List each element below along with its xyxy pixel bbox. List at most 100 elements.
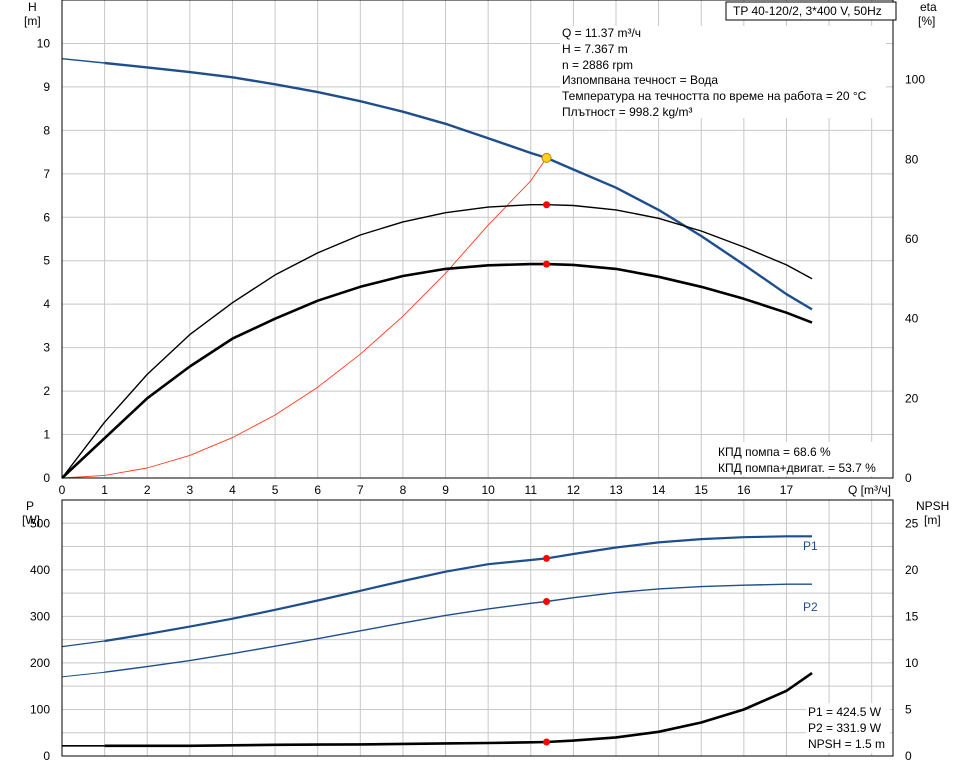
y-right-tick-label: 60 — [905, 232, 919, 246]
y-left-tick-label: 5 — [43, 254, 50, 268]
y-right-tick-label: 25 — [905, 516, 919, 530]
title-box — [725, 1, 897, 21]
y-left-unit-top: [m] — [24, 14, 41, 28]
y-left-tick-label: 6 — [43, 210, 50, 224]
x-tick-label: 4 — [229, 483, 236, 497]
y-left-tick-label: 3 — [43, 341, 50, 355]
x-tick-label: 9 — [442, 483, 449, 497]
curve-p1 — [104, 535, 812, 643]
power-readouts: P1 = 424.5 W P2 = 331.9 W NPSH = 1.5 m — [806, 703, 890, 753]
x-tick-label: 2 — [144, 483, 151, 497]
y-right-label-bottom: NPSH — [916, 499, 949, 513]
x-tick-label: 5 — [272, 483, 279, 497]
info-line: Q = 11.37 m³/ч — [562, 26, 641, 40]
x-tick-label: 17 — [780, 483, 794, 497]
series-label-p1: P1 — [803, 539, 818, 553]
info-block: Q = 11.37 m³/ч H = 7.367 m n = 2886 rpm … — [560, 26, 886, 119]
x-tick-label: 10 — [481, 483, 495, 497]
curve-p2 — [104, 583, 812, 673]
readout-npsh: NPSH = 1.5 m — [808, 737, 885, 751]
top-plot-frame — [61, 0, 894, 479]
x-tick-label: 7 — [357, 483, 364, 497]
y-right-tick-label: 100 — [905, 73, 925, 87]
y-left-tick-label: 8 — [43, 123, 50, 137]
curve-eta-pump — [61, 204, 813, 479]
y-right-label-top: eta — [920, 0, 937, 14]
operating-point-npsh — [543, 738, 551, 746]
y-left-tick-label: 0 — [43, 471, 50, 485]
curve-system — [61, 157, 547, 479]
operating-point-h — [541, 152, 552, 163]
x-tick-label: 14 — [652, 483, 666, 497]
power-readouts-bg — [806, 703, 890, 753]
x-tick-label: 3 — [187, 483, 194, 497]
y-right-tick-label: 5 — [905, 702, 912, 716]
curve-h-extension — [61, 57, 105, 64]
y-right-tick-label: 15 — [905, 609, 919, 623]
info-line: Изпомпвана течност = Вода — [562, 73, 718, 87]
y-right-unit-bottom: [m] — [924, 513, 941, 527]
tick-labels: 0 1 2 3 4 5 6 7 8 9 10 11 12 13 14 15 16 1701234567891002… — [30, 36, 925, 763]
operating-points — [541, 152, 552, 746]
y-left-tick-label: 10 — [37, 36, 51, 50]
y-left-tick-label: 200 — [30, 656, 50, 670]
efficiency-labels: КПД помпа = 68.6 % КПД помпа+двигат. = 5… — [716, 442, 886, 476]
info-line: Плътност = 998.2 kg/m³ — [562, 105, 692, 119]
y-left-label-bottom: P — [26, 499, 34, 513]
info-line: n = 2886 rpm — [562, 58, 633, 72]
x-tick-label: 8 — [400, 483, 407, 497]
info-line: Температура на течността по време на раб… — [562, 89, 867, 103]
efficiency-label-total: КПД помпа+двигат. = 53.7 % — [718, 461, 876, 475]
y-right-tick-label: 80 — [905, 152, 919, 166]
y-left-tick-label: 2 — [43, 384, 50, 398]
bottom-plot-frame — [61, 499, 894, 757]
y-left-tick-label: 400 — [30, 563, 50, 577]
curves — [61, 57, 813, 748]
y-left-label-top: H — [28, 0, 37, 14]
y-left-tick-label: 100 — [30, 702, 50, 716]
info-line: H = 7.367 m — [562, 42, 628, 56]
y-right-tick-label: 0 — [905, 749, 912, 763]
y-right-tick-label: 10 — [905, 656, 919, 670]
curve-p2-extension — [61, 671, 105, 678]
y-left-tick-label: 4 — [43, 297, 50, 311]
x-tick-label: 13 — [609, 483, 623, 497]
readout-p2: P2 = 331.9 W — [808, 721, 882, 735]
x-tick-label: 12 — [567, 483, 581, 497]
y-left-tick-label: 7 — [43, 167, 50, 181]
operating-point-p2 — [543, 598, 551, 606]
y-right-tick-label: 20 — [905, 391, 919, 405]
y-left-tick-label: 9 — [43, 80, 50, 94]
y-left-unit-bottom: [W] — [22, 513, 40, 527]
curve-p1-extension — [61, 640, 105, 648]
x-tick-label: 11 — [525, 483, 538, 497]
y-left-tick-label: 300 — [30, 609, 50, 623]
x-tick-label: 6 — [314, 483, 321, 497]
operating-point-eta-pump — [543, 201, 551, 209]
chart-title: TP 40-120/2, 3*400 V, 50Hz — [733, 4, 882, 18]
curve-h — [104, 61, 813, 311]
curve-npsh — [104, 672, 813, 748]
x-tick-label: 1 — [101, 483, 108, 497]
y-right-tick-label: 20 — [905, 563, 919, 577]
series-label-p2: P2 — [803, 600, 818, 614]
x-axis-label: Q [m³/ч] — [848, 483, 891, 497]
x-tick-label: 15 — [695, 483, 709, 497]
y-right-tick-label: 40 — [905, 312, 919, 326]
operating-point-eta-total — [543, 260, 551, 268]
y-left-tick-label: 500 — [30, 516, 50, 530]
curve-eta-total — [61, 262, 813, 479]
y-left-tick-label: 0 — [43, 749, 50, 763]
info-block-bg — [560, 26, 886, 118]
y-right-tick-label: 0 — [905, 471, 912, 485]
operating-point-p1 — [543, 554, 551, 562]
readout-p1: P1 = 424.5 W — [808, 705, 882, 719]
efficiency-labels-bg — [716, 442, 886, 476]
x-tick-label: 0 — [59, 483, 66, 497]
y-left-tick-label: 1 — [43, 428, 50, 442]
efficiency-label-pump: КПД помпа = 68.6 % — [718, 445, 831, 459]
y-right-unit-top: [%] — [918, 14, 935, 28]
x-tick-label: 16 — [737, 483, 751, 497]
